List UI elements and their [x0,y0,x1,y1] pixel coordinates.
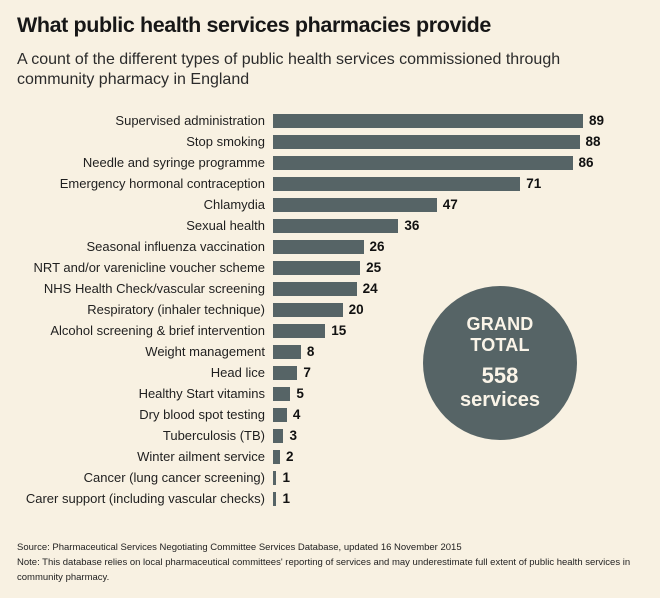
bar [273,323,326,338]
bar-row: Stop smoking 88 [0,131,660,152]
bar-label: Respiratory (inhaler technique) [87,302,265,317]
bar-value: 7 [303,365,311,380]
page-subtitle: A count of the different types of public… [17,51,561,89]
bar-value: 1 [282,470,290,485]
bar-row: Carer support (including vascular checks… [0,488,660,509]
bar-row: Sexual health 36 [0,215,660,236]
bar [273,239,364,254]
bar-value: 1 [282,491,290,506]
bar-label: NHS Health Check/vascular screening [43,281,265,296]
bar-label: Head lice [210,365,265,380]
bar [273,449,280,464]
bar [273,281,357,296]
bar-label: Needle and syringe programme [82,155,265,170]
bar-label: Stop smoking [186,134,265,149]
bar [273,113,583,128]
bar-row: Tuberculosis (TB) 3 [0,425,660,446]
bar-value: 5 [296,386,304,401]
bar-row: Emergency hormonal contraception 71 [0,173,660,194]
bar-value: 86 [578,155,594,170]
bar-value: 3 [289,428,297,443]
bar-row: Winter ailment service 2 [0,446,660,467]
bar [273,428,284,443]
bar [273,155,573,170]
bar [273,407,287,422]
bar-label: Cancer (lung cancer screening) [83,470,265,485]
bar [273,365,298,380]
bar-value: 8 [306,344,315,359]
bar-label: Weight management [145,344,265,359]
bar-label: NRT and/or varenicline voucher scheme [33,260,265,275]
bar [273,197,437,212]
grand-total-label: GRAND TOTAL [466,314,534,355]
bar-value: 25 [366,260,382,275]
bar-row: Needle and syringe programme 86 [0,152,660,173]
bar-row: NRT and/or varenicline voucher scheme 25 [0,257,660,278]
bar [273,344,301,359]
bar-label: Carer support (including vascular checks… [25,491,265,506]
bar-value: 36 [404,218,420,233]
bar-rows: Supervised administration 89 Stop smoking 8… [0,110,660,509]
bar-label: Alcohol screening & brief intervention [50,323,265,338]
bar-label: Sexual health [186,218,265,233]
grand-total-value: 558 [481,362,519,388]
bar-value: 4 [292,407,301,422]
bar-row: Chlamydia 47 [0,194,660,215]
bar-value: 2 [285,449,294,464]
bar-label: Seasonal influenza vaccination [86,239,265,254]
bar-value: 15 [331,323,347,338]
bar-label: Tuberculosis (TB) [162,428,265,443]
grand-total-unit: services [459,388,541,411]
bar-row: Weight management 8 [0,341,660,362]
bar-label: Dry blood spot testing [139,407,265,422]
bar [273,176,521,191]
bar [273,470,277,485]
bar-row: Cancer (lung cancer screening) 1 [0,467,660,488]
bar-value: 89 [589,113,605,128]
bar [273,260,361,275]
bar-label: Supervised administration [115,113,265,128]
bar-label: Chlamydia [203,197,265,212]
bar [273,491,277,506]
bar-label: Healthy Start vitamins [138,386,265,401]
bar [273,386,291,401]
bar-row: Seasonal influenza vaccination 26 [0,236,660,257]
bar-row: NHS Health Check/vascular screening 24 [0,278,660,299]
grand-total-badge: GRAND TOTAL 558 services [423,286,577,440]
bar-value: 26 [369,239,385,254]
bar-value: 24 [362,281,378,296]
bar-row: Head lice 7 [0,362,660,383]
bar [273,134,580,149]
bar-chart: Supervised administration 89 Stop smoking 8… [0,110,660,509]
bar-label: Winter ailment service [137,449,265,464]
footer-notes: Source: Pharmaceutical Services Negotiat… [17,540,647,585]
bar-value: 88 [585,134,601,149]
bar [273,302,343,317]
bar-value: 71 [526,176,542,191]
bar-value: 20 [348,302,364,317]
bar-value: 47 [442,197,458,212]
bar [273,218,399,233]
page-title: What public health services pharmacies p… [17,13,491,37]
bar-row: Alcohol screening & brief intervention 15 [0,320,660,341]
method-note: Note: This database relies on local phar… [17,557,631,583]
bar-row: Supervised administration 89 [0,110,660,131]
bar-row: Healthy Start vitamins 5 [0,383,660,404]
bar-row: Dry blood spot testing 4 [0,404,660,425]
bar-label: Emergency hormonal contraception [59,176,265,191]
source-note: Source: Pharmaceutical Services Negotiat… [17,542,462,553]
bar-row: Respiratory (inhaler technique) 20 [0,299,660,320]
